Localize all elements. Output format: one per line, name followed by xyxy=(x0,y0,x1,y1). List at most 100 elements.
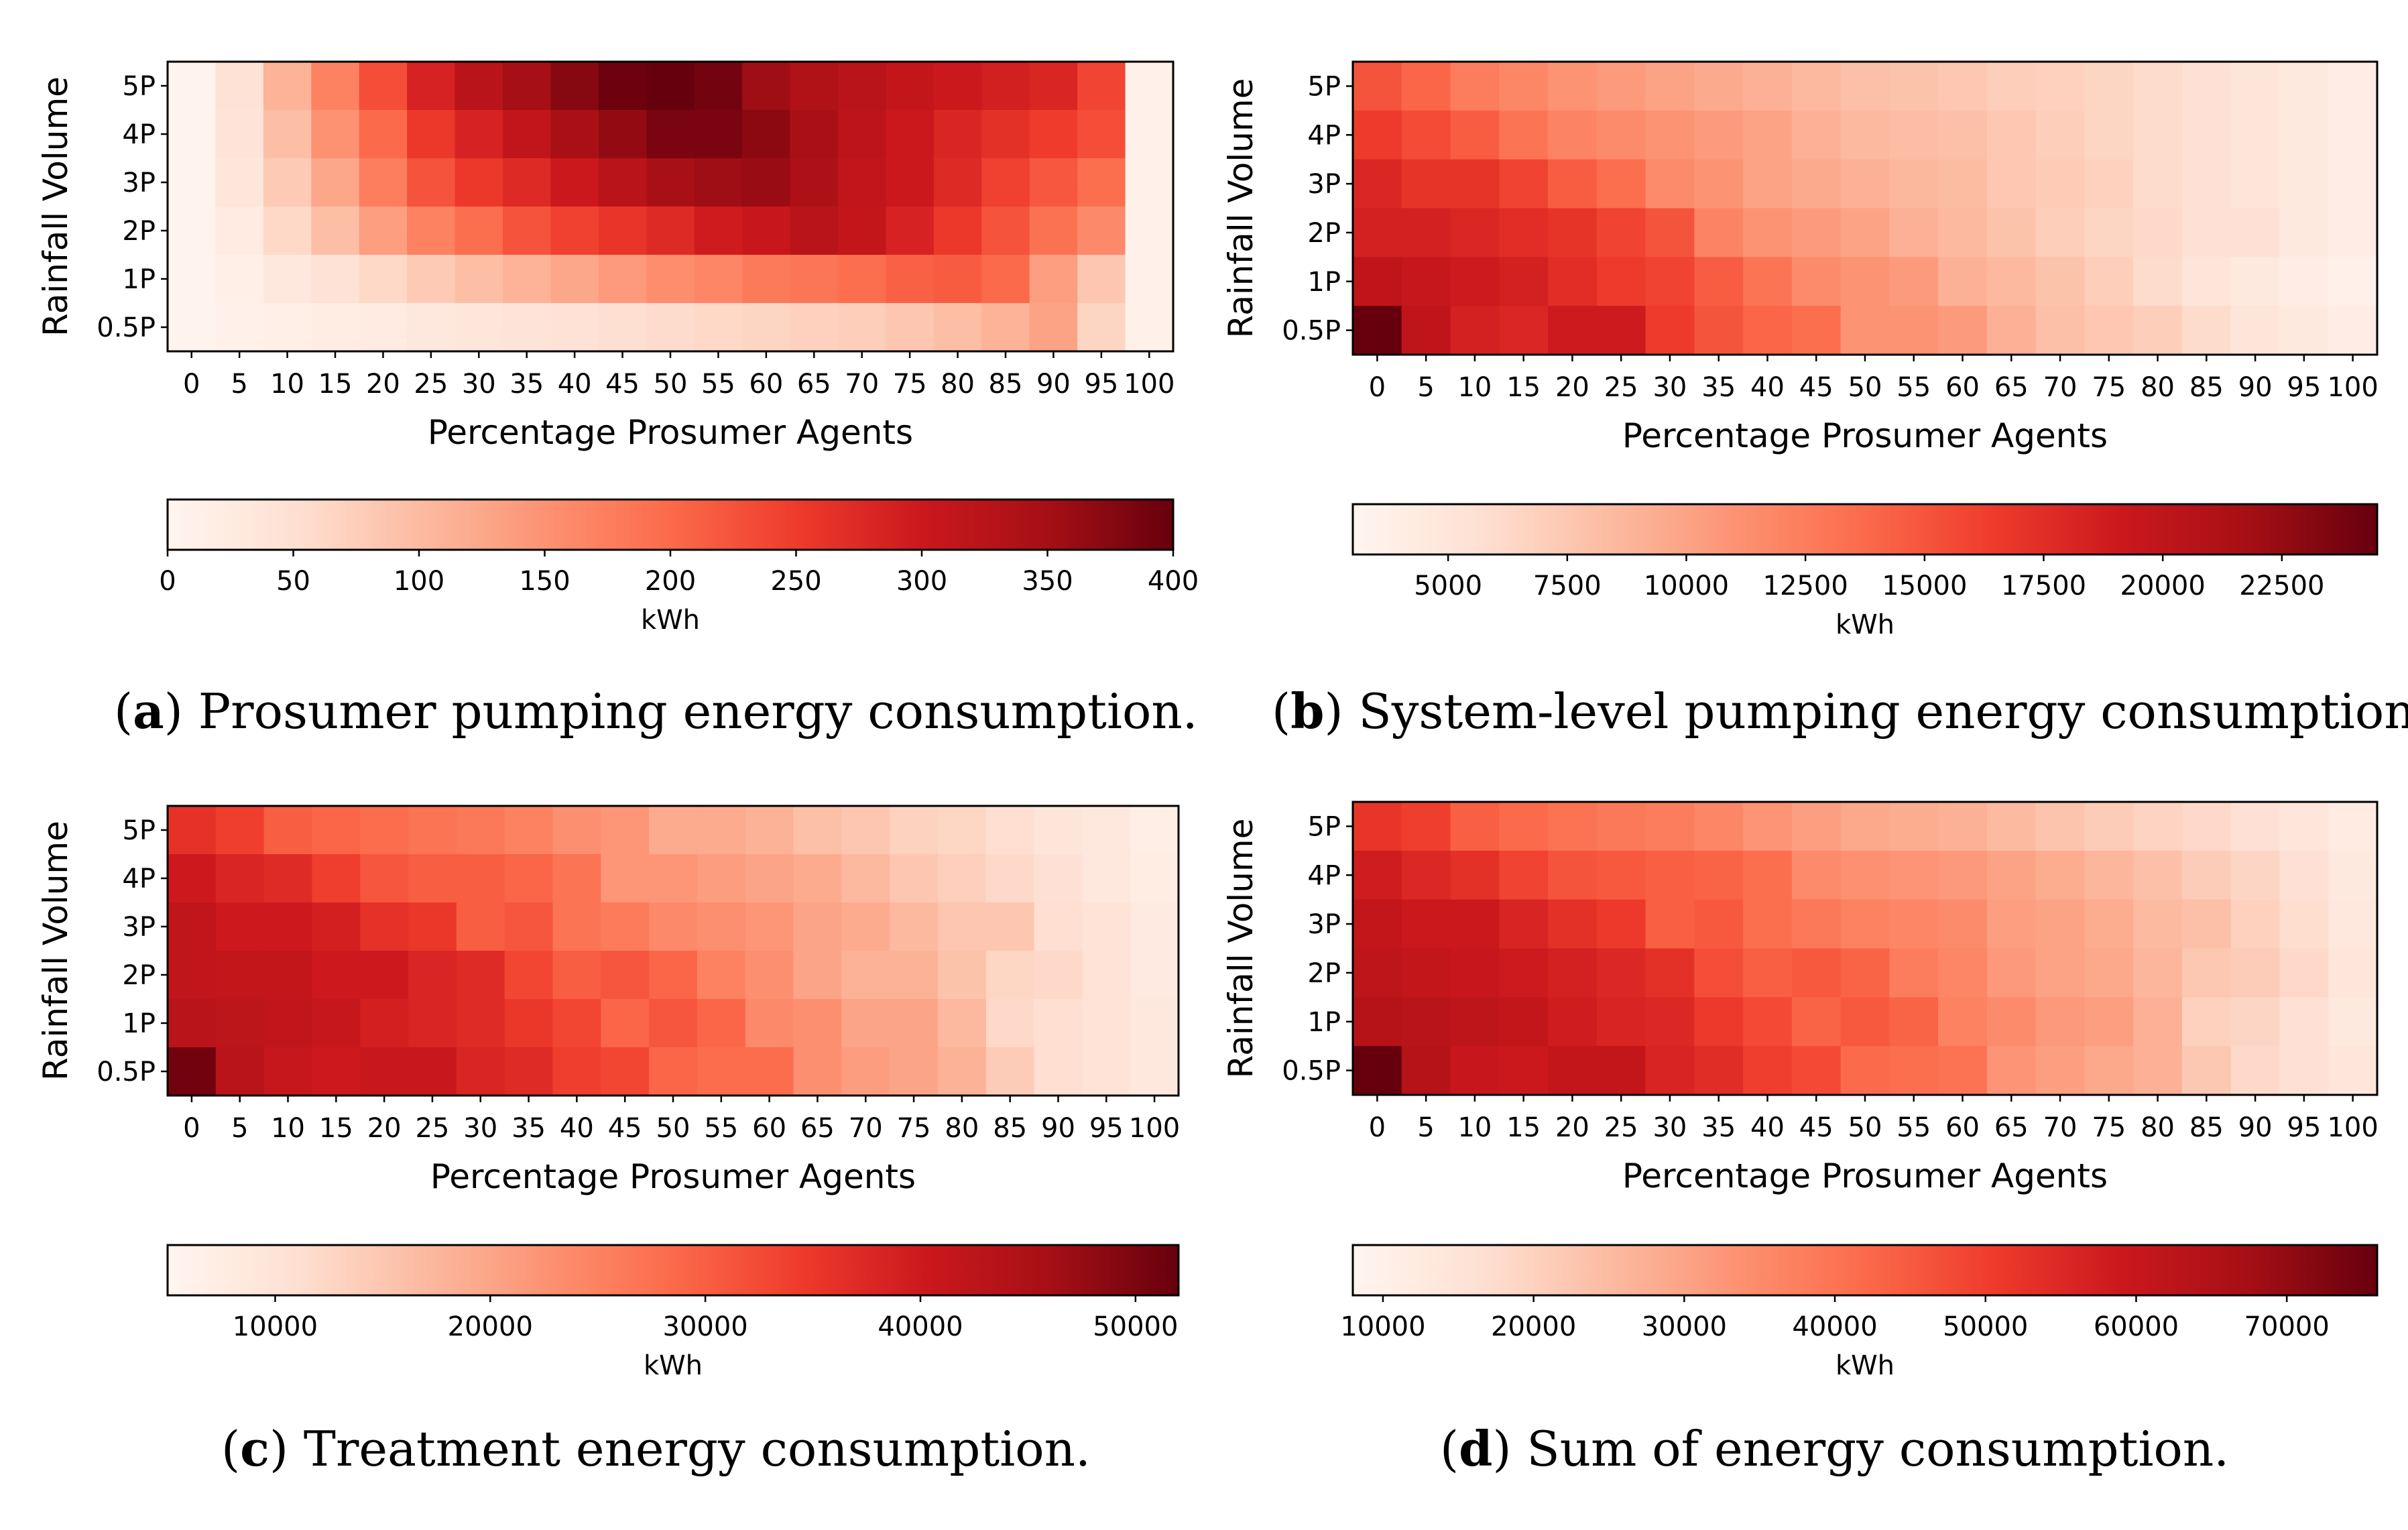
heatmap-cell xyxy=(1548,997,1598,1047)
y-tick-label: 5P xyxy=(122,815,156,846)
heatmap-cell xyxy=(1499,208,1549,257)
heatmap-cell xyxy=(697,999,746,1048)
heatmap-cell xyxy=(263,158,312,207)
heatmap-cell xyxy=(456,854,505,903)
heatmap-cell xyxy=(2133,850,2183,900)
heatmap-cell xyxy=(2133,899,2183,949)
heatmap-cell xyxy=(981,158,1030,207)
heatmap-cell xyxy=(407,207,456,255)
heatmap-cell xyxy=(1082,1047,1131,1096)
heatmap-cell xyxy=(2084,850,2134,900)
heatmap-cell xyxy=(694,207,743,255)
heatmap-cell xyxy=(407,255,456,304)
heatmap-panel-d: 0 5 10 15 20 25 30 35 40 45 50 55 60 65 70 75 80 85 90 95 10… xyxy=(1221,801,2379,1381)
heatmap-cell xyxy=(1125,207,1174,255)
y-axis-label: Rainfall Volume xyxy=(36,76,75,337)
x-tick-label: 15 xyxy=(1506,372,1541,403)
heatmap-cell xyxy=(215,806,265,855)
heatmap-cell xyxy=(1694,997,1744,1047)
caption-letter-d: d xyxy=(1459,1420,1493,1477)
heatmap-cell xyxy=(2133,257,2183,306)
heatmap-cell xyxy=(598,62,647,111)
x-tick-label: 55 xyxy=(1897,1112,1931,1143)
colorbar-tick-label: 150 xyxy=(519,566,570,597)
heatmap-cell xyxy=(1596,850,1646,900)
heatmap-cell xyxy=(263,902,313,951)
caption-letter-c: c xyxy=(240,1420,269,1477)
heatmap-cell xyxy=(2133,208,2183,257)
heatmap-cell xyxy=(981,110,1030,159)
heatmap-cell xyxy=(2328,110,2378,160)
heatmap-cell xyxy=(1694,306,1744,355)
heatmap-cell xyxy=(1986,802,2037,851)
x-tick-label: 25 xyxy=(414,369,448,400)
heatmap-cell xyxy=(1889,997,1939,1047)
heatmap-cell xyxy=(504,951,554,1000)
y-tick-label: 4P xyxy=(1307,120,1341,151)
colorbar-tick-label: 30000 xyxy=(663,1311,748,1342)
x-tick-label: 90 xyxy=(1041,1113,1075,1144)
heatmap-cell xyxy=(601,902,650,951)
heatmap-cell xyxy=(2084,306,2134,355)
heatmap-cell xyxy=(2279,850,2329,900)
heatmap-cell xyxy=(1034,951,1083,1000)
heatmap-cell xyxy=(1791,997,1842,1047)
heatmap-cell xyxy=(1840,306,1890,355)
x-tick-label: 85 xyxy=(993,1113,1027,1144)
x-tick-label: 75 xyxy=(2092,1112,2126,1143)
heatmap-cell xyxy=(1499,802,1549,851)
x-tick-label: 50 xyxy=(654,369,688,400)
heatmap-cell xyxy=(886,110,935,159)
heatmap-cell xyxy=(503,255,552,304)
heatmap-cell xyxy=(2328,899,2378,949)
heatmap-cell xyxy=(1077,303,1126,352)
heatmap-cell xyxy=(1499,257,1549,306)
heatmap-cell xyxy=(263,303,312,352)
heatmap-cell xyxy=(168,62,217,111)
heatmap-cell xyxy=(1986,948,2037,998)
heatmap-cell xyxy=(697,951,746,1000)
heatmap-cell xyxy=(1889,850,1939,900)
heatmap-cell xyxy=(455,62,503,111)
heatmap-cell xyxy=(1130,1047,1179,1096)
heatmap-cell xyxy=(1743,948,1793,998)
heatmap-cell xyxy=(1986,1046,2037,1096)
x-tick-label: 50 xyxy=(656,1113,690,1144)
heatmap-cell xyxy=(1840,802,1890,851)
heatmap-cell xyxy=(312,902,361,951)
x-tick-label: 30 xyxy=(463,1113,497,1144)
colorbar-tick-label: 400 xyxy=(1148,566,1199,597)
colorbar-tick-label: 0 xyxy=(159,566,176,597)
heatmap-cell xyxy=(503,303,552,352)
colorbar-tick-label: 100 xyxy=(394,566,444,597)
heatmap-cell xyxy=(168,110,217,159)
x-tick-label: 20 xyxy=(366,369,400,400)
heatmap-cell xyxy=(1986,110,2037,160)
heatmap-cell xyxy=(1791,159,1842,209)
heatmap-cell xyxy=(2181,899,2232,949)
heatmap-cell xyxy=(841,806,890,855)
heatmap-cell xyxy=(2230,62,2281,111)
heatmap-cell xyxy=(697,854,746,903)
heatmap-cell xyxy=(1791,802,1842,851)
heatmap-cell xyxy=(1791,257,1842,306)
heatmap-cell xyxy=(215,854,265,903)
x-tick-label: 35 xyxy=(1701,372,1736,403)
heatmap-cell xyxy=(697,1047,746,1096)
heatmap-cell xyxy=(2133,997,2183,1047)
heatmap-cell xyxy=(937,806,987,855)
heatmap-cell xyxy=(1694,899,1744,949)
x-tick-label: 45 xyxy=(608,1113,642,1144)
heatmap-panel-b: 0 5 10 15 20 25 30 35 40 45 50 55 60 65 70 75 80 85 90 95 10… xyxy=(1221,60,2379,640)
heatmap-cell xyxy=(504,1047,554,1096)
heatmap-cell xyxy=(745,1047,794,1096)
heatmap-cell xyxy=(933,158,982,207)
x-tick-label: 75 xyxy=(897,1113,931,1144)
x-tick-label: 10 xyxy=(271,1113,305,1144)
heatmap-cell xyxy=(1125,158,1174,207)
x-tick-label: 70 xyxy=(849,1113,883,1144)
heatmap-cell xyxy=(2230,306,2281,355)
heatmap-cell xyxy=(1450,159,1500,209)
heatmap-cell xyxy=(933,62,982,111)
heatmap-cell xyxy=(360,951,409,1000)
